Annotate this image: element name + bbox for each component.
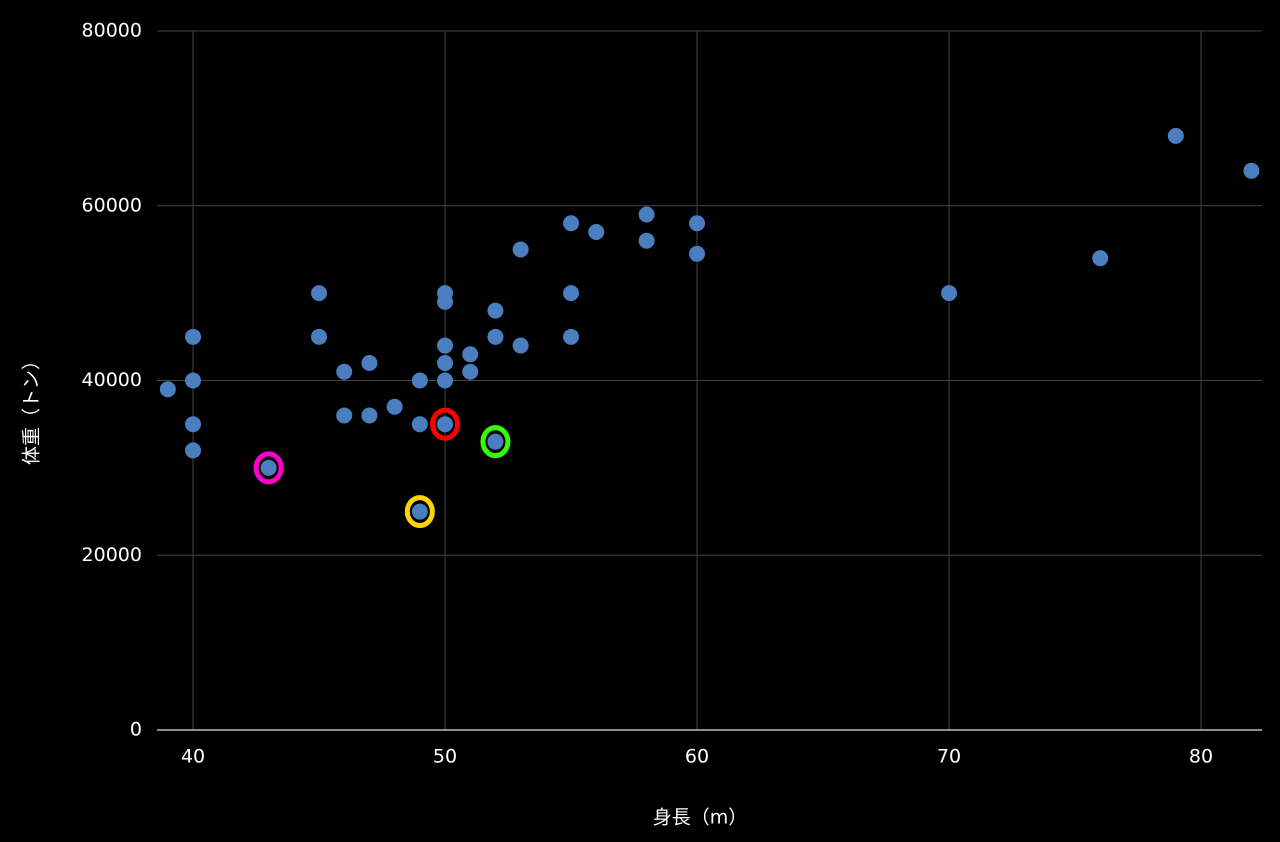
data-point — [361, 355, 378, 372]
data-point — [437, 337, 454, 354]
data-point — [159, 381, 176, 398]
y-tick-label: 80000 — [82, 20, 142, 42]
data-point — [462, 346, 479, 363]
data-point — [437, 293, 454, 310]
highlight-ring — [253, 451, 284, 485]
x-tick-label: 40 — [181, 746, 205, 768]
y-tick-label: 20000 — [82, 544, 142, 566]
highlight-ring — [404, 495, 435, 529]
data-point — [638, 206, 655, 223]
data-point — [185, 372, 202, 389]
data-point — [336, 407, 353, 424]
data-point — [437, 355, 454, 372]
data-point — [437, 372, 454, 389]
data-point — [336, 363, 353, 380]
x-axis-label: 身長（m） — [653, 807, 748, 829]
y-tick-label: 40000 — [82, 369, 142, 391]
data-point — [941, 285, 958, 302]
data-point — [260, 459, 277, 476]
data-point — [462, 363, 479, 380]
data-point — [437, 416, 454, 433]
data-point — [1167, 127, 1184, 144]
data-point — [185, 442, 202, 459]
data-point — [487, 302, 504, 319]
data-point — [563, 328, 580, 345]
x-tick-label: 50 — [433, 746, 457, 768]
x-tick-label: 70 — [937, 746, 961, 768]
y-tick-label: 60000 — [82, 194, 142, 216]
data-point — [487, 328, 504, 345]
data-point — [512, 241, 529, 258]
data-point — [563, 285, 580, 302]
y-tick-label: 0 — [130, 719, 142, 741]
data-point — [512, 337, 529, 354]
x-tick-label: 80 — [1189, 746, 1213, 768]
highlight-ring — [430, 407, 461, 441]
data-point — [311, 285, 328, 302]
highlight-ring — [480, 425, 511, 459]
data-point — [185, 328, 202, 345]
data-point — [1243, 162, 1260, 179]
data-point — [689, 215, 706, 232]
data-point — [411, 372, 428, 389]
data-point — [361, 407, 378, 424]
y-axis-label: 体重（トン） — [21, 351, 43, 465]
data-point — [411, 416, 428, 433]
data-point — [588, 223, 605, 240]
data-point — [638, 232, 655, 249]
data-point — [311, 328, 328, 345]
data-point — [689, 245, 706, 262]
data-point — [386, 398, 403, 415]
data-point — [185, 416, 202, 433]
x-tick-label: 60 — [685, 746, 709, 768]
data-point — [411, 503, 428, 520]
data-point — [487, 433, 504, 450]
data-point — [1092, 250, 1109, 267]
data-point — [563, 215, 580, 232]
